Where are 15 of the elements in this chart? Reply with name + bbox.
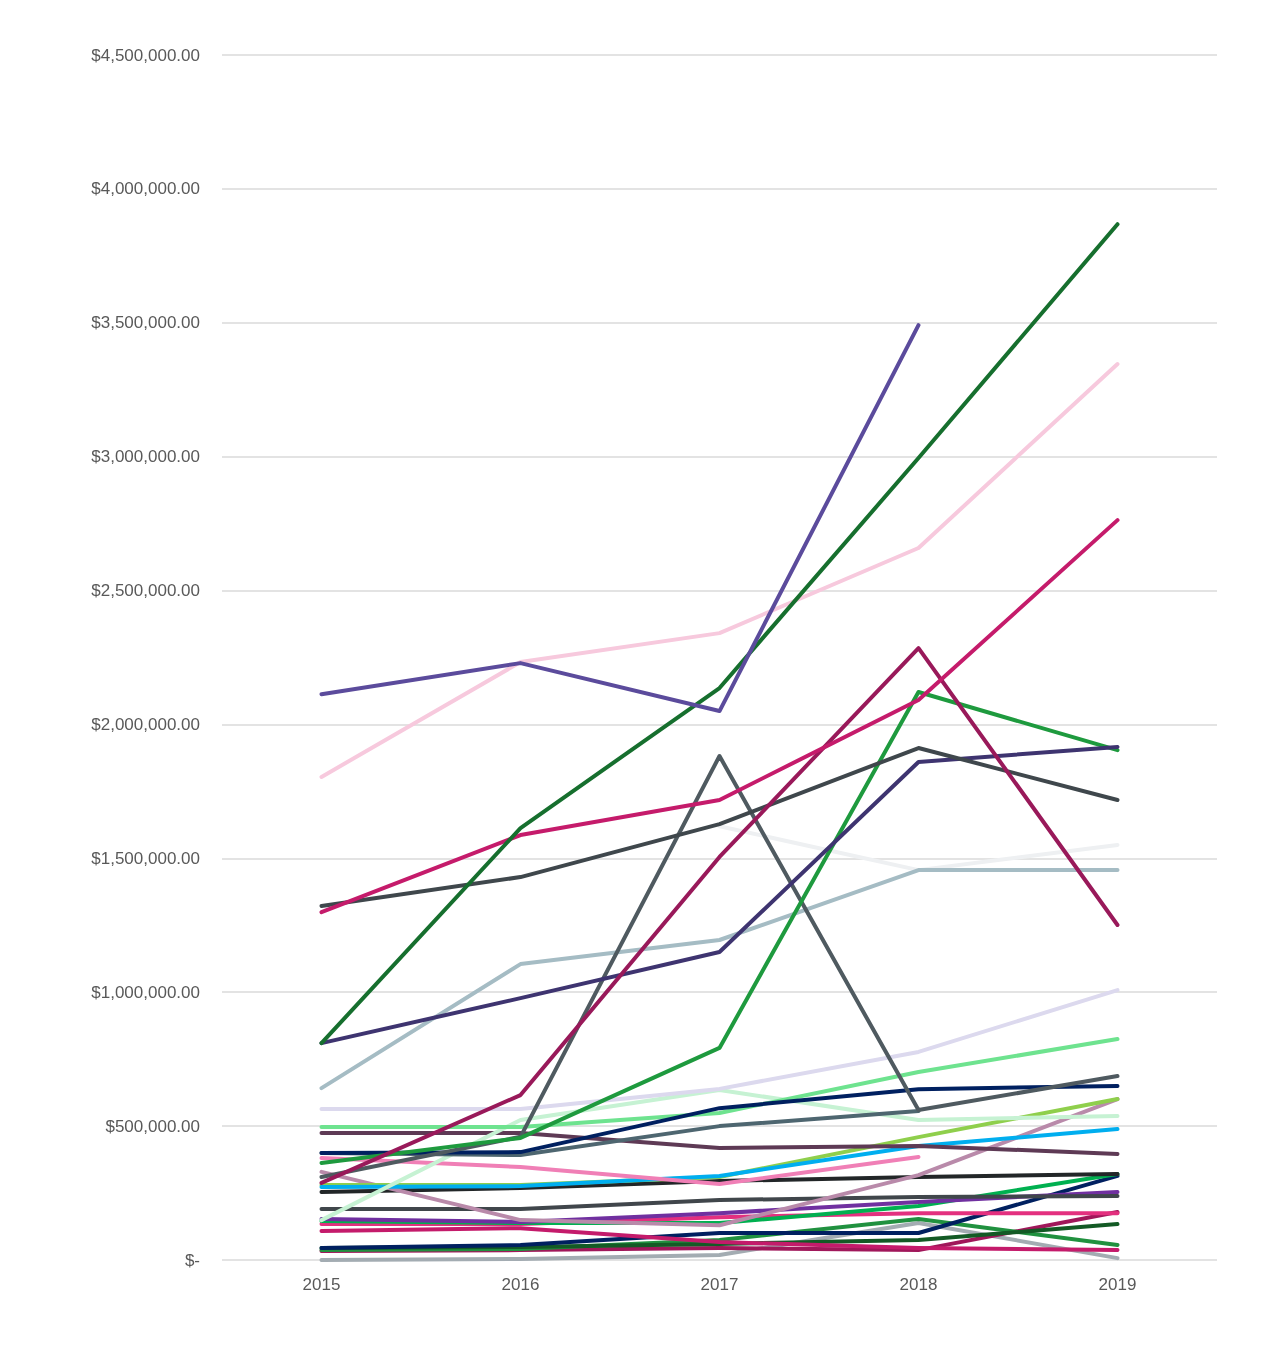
y-tick-label: $500,000.00 bbox=[105, 1116, 200, 1136]
y-tick-label: $- bbox=[184, 1250, 200, 1270]
y-tick-label: $1,500,000.00 bbox=[91, 848, 200, 868]
x-tick-label: 2018 bbox=[899, 1275, 938, 1294]
y-tick-label: $3,000,000.00 bbox=[91, 447, 200, 467]
y-tick-label: $1,000,000.00 bbox=[91, 982, 200, 1002]
y-tick-label: $3,500,000.00 bbox=[91, 313, 200, 333]
y-tick-label: $4,000,000.00 bbox=[91, 179, 200, 199]
y-tick-label: $2,500,000.00 bbox=[91, 581, 200, 601]
x-tick-label: 2016 bbox=[501, 1275, 540, 1294]
y-tick-label: $2,000,000.00 bbox=[91, 714, 200, 734]
x-tick-label: 2017 bbox=[700, 1275, 739, 1294]
x-tick-label: 2015 bbox=[302, 1275, 341, 1294]
x-tick-label: 2019 bbox=[1098, 1275, 1137, 1294]
y-tick-label: $4,500,000.00 bbox=[91, 45, 200, 65]
